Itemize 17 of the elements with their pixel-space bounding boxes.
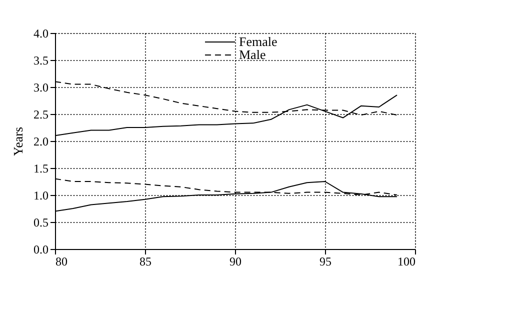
y-axis-title: Years (10, 126, 26, 156)
x-tick-label: 80 (56, 254, 68, 268)
x-tick-label: 85 (140, 254, 152, 268)
y-tick-label: 0.0 (34, 242, 48, 256)
y-tick-label: 2.0 (34, 134, 48, 148)
y-tick-label: 1.5 (34, 162, 48, 176)
x-tick-label: 95 (320, 254, 332, 268)
y-tick-label: 3.0 (34, 80, 48, 94)
y-tick-label: 3.5 (34, 54, 48, 68)
legend-label: Male (239, 47, 266, 62)
x-tick-label: 90 (230, 254, 242, 268)
x-tick-label: 100 (398, 254, 416, 268)
y-tick-label: 2.5 (34, 108, 48, 122)
y-tick-label: 1.0 (34, 188, 48, 202)
legend-label: Female (239, 34, 278, 49)
y-tick-label: 0.5 (34, 216, 48, 230)
y-tick-label: 4.0 (34, 26, 48, 40)
